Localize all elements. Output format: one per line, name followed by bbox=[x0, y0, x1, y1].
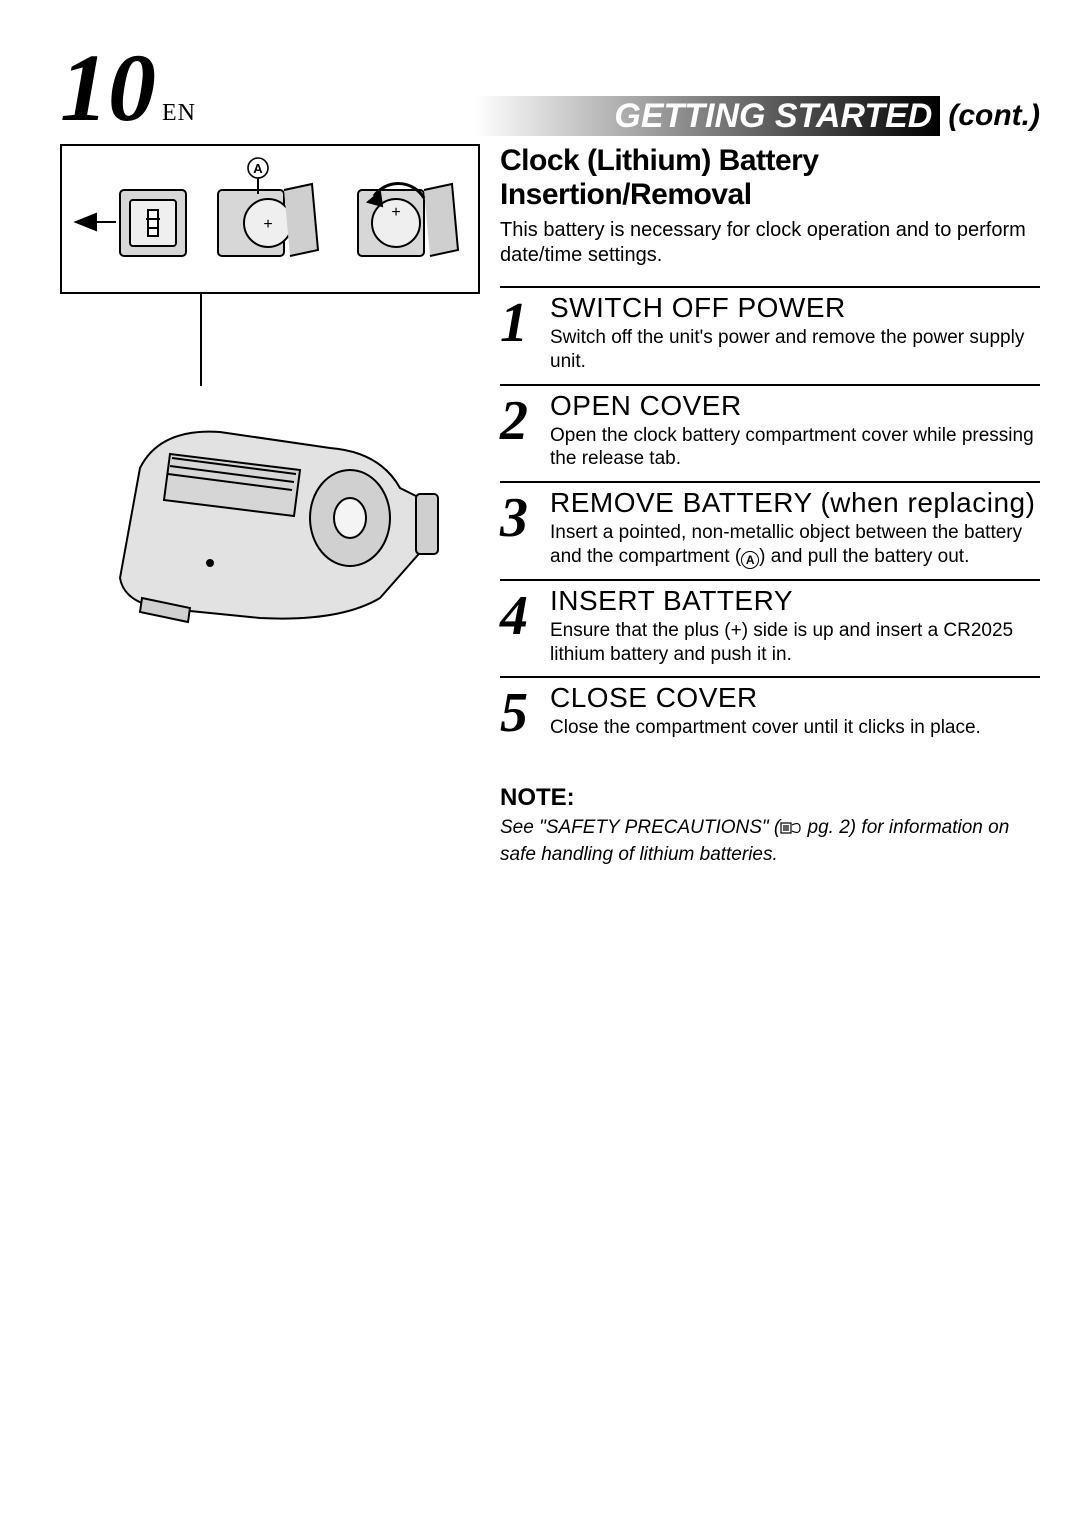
header-continued: (cont.) bbox=[948, 99, 1040, 133]
page: 10 EN GETTING STARTED (cont.) bbox=[0, 0, 1080, 1533]
step-head: CLOSE COVER bbox=[550, 682, 1040, 714]
circle-a-inline: A bbox=[741, 551, 759, 569]
step-4: 4 INSERT BATTERY Ensure that the plus (+… bbox=[500, 579, 1040, 677]
step-body: INSERT BATTERY Ensure that the plus (+) … bbox=[548, 585, 1040, 667]
step-2: 2 OPEN COVER Open the clock battery comp… bbox=[500, 384, 1040, 482]
svg-text:+: + bbox=[263, 216, 272, 233]
page-number-block: 10 EN bbox=[60, 40, 196, 136]
right-column: Clock (Lithium) Battery Insertion/Remova… bbox=[500, 144, 1040, 867]
step-head: SWITCH OFF POWER bbox=[550, 292, 1040, 324]
step-text: Close the compartment cover until it cli… bbox=[550, 716, 1040, 740]
step-text: Switch off the unit's power and remove t… bbox=[550, 326, 1040, 374]
step-text: Open the clock battery compartment cover… bbox=[550, 424, 1040, 472]
step-head: OPEN COVER bbox=[550, 390, 1040, 422]
svg-text:+: + bbox=[391, 204, 400, 221]
step-text: Insert a pointed, non-metallic object be… bbox=[550, 521, 1040, 569]
step-text-post: ) and pull the battery out. bbox=[759, 546, 969, 567]
page-number: 10 bbox=[60, 40, 156, 136]
callout-leader-line bbox=[200, 292, 202, 386]
step-body: OPEN COVER Open the clock battery compar… bbox=[548, 390, 1040, 472]
header-title: GETTING STARTED bbox=[614, 97, 932, 136]
step-body: SWITCH OFF POWER Switch off the unit's p… bbox=[548, 292, 1040, 374]
page-ref-icon bbox=[780, 818, 802, 843]
note-text: See "SAFETY PRECAUTIONS" ( pg. 2) for in… bbox=[500, 816, 1040, 867]
page-lang: EN bbox=[162, 101, 196, 125]
step-head: REMOVE BATTERY (when replacing) bbox=[550, 487, 1040, 519]
step-number: 1 bbox=[500, 292, 548, 374]
step-5: 5 CLOSE COVER Close the compartment cove… bbox=[500, 676, 1040, 750]
callout-a-label: A bbox=[253, 161, 263, 176]
columns: + A + bbox=[60, 144, 1040, 867]
header-gradient-bar: GETTING STARTED bbox=[450, 96, 940, 136]
section-title: Clock (Lithium) Battery Insertion/Remova… bbox=[500, 144, 1040, 212]
left-column: + A + bbox=[60, 144, 480, 867]
camcorder-svg bbox=[80, 398, 460, 638]
note-text-pre: See "SAFETY PRECAUTIONS" ( bbox=[500, 817, 780, 838]
page-header: 10 EN GETTING STARTED (cont.) bbox=[60, 40, 1040, 136]
camcorder-figure bbox=[60, 388, 480, 648]
step-number: 4 bbox=[500, 585, 548, 667]
step-1: 1 SWITCH OFF POWER Switch off the unit's… bbox=[500, 286, 1040, 384]
battery-diagram-svg: + A + bbox=[70, 154, 470, 284]
step-text: Ensure that the plus (+) side is up and … bbox=[550, 619, 1040, 667]
step-number: 2 bbox=[500, 390, 548, 472]
step-3: 3 REMOVE BATTERY (when replacing) Insert… bbox=[500, 481, 1040, 579]
step-number: 5 bbox=[500, 682, 548, 740]
battery-steps-figure: + A + bbox=[60, 144, 480, 294]
step-body: CLOSE COVER Close the compartment cover … bbox=[548, 682, 1040, 740]
step-head: INSERT BATTERY bbox=[550, 585, 1040, 617]
section-intro: This battery is necessary for clock oper… bbox=[500, 218, 1040, 268]
step-number: 3 bbox=[500, 487, 548, 569]
note-heading: NOTE: bbox=[500, 784, 1040, 812]
header-right: GETTING STARTED (cont.) bbox=[450, 96, 1040, 136]
step-body: REMOVE BATTERY (when replacing) Insert a… bbox=[548, 487, 1040, 569]
